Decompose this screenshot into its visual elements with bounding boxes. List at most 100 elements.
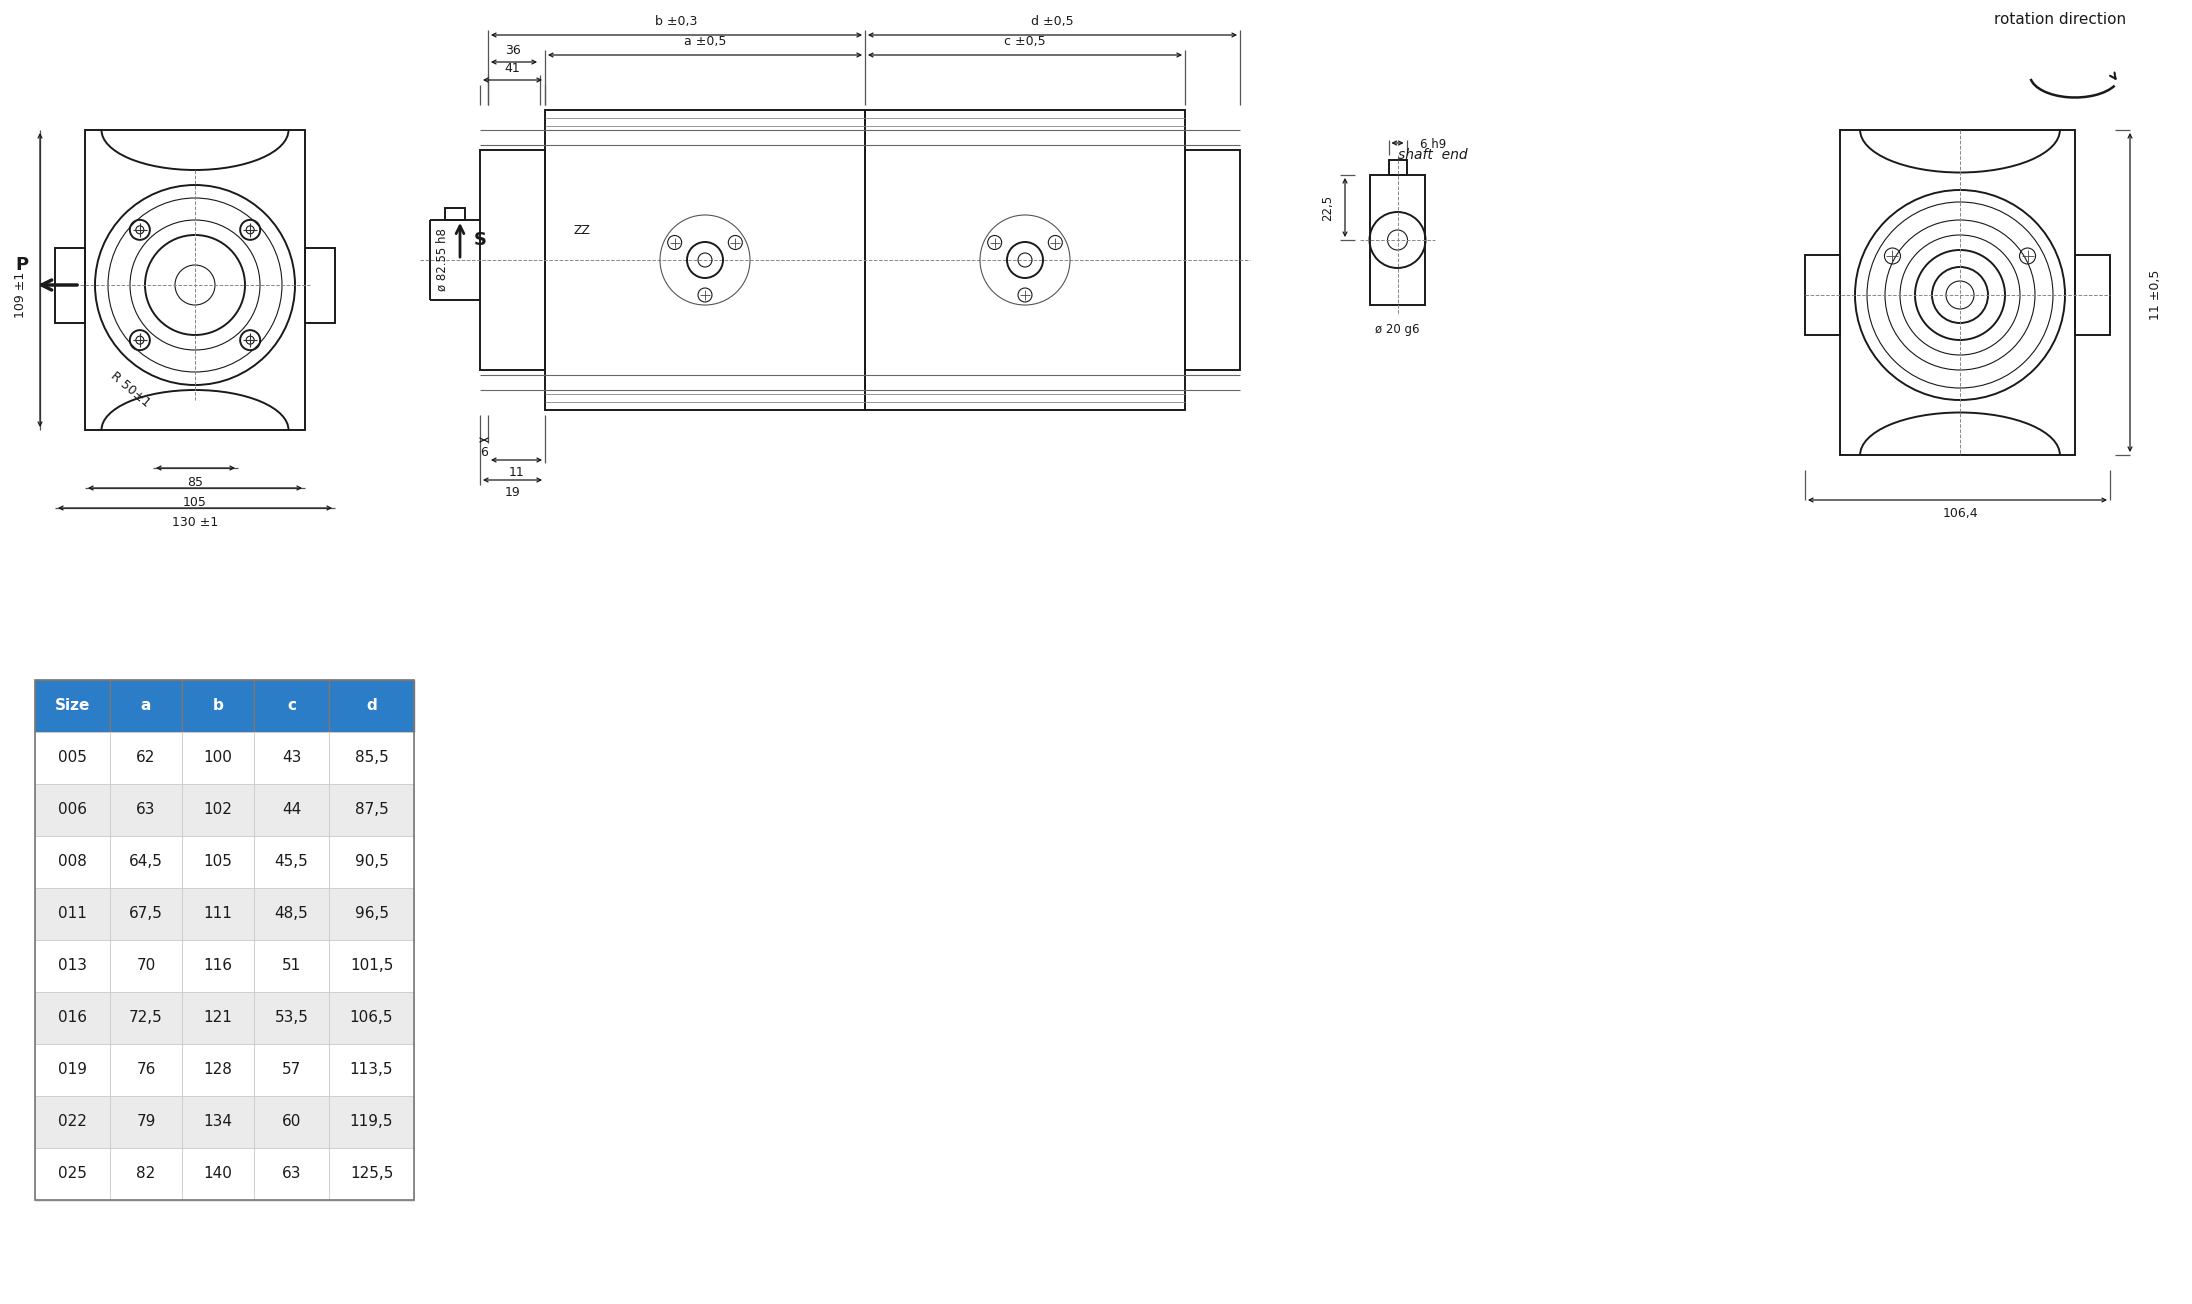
Bar: [1839, 130, 2076, 455]
Text: R 50±1: R 50±1: [107, 370, 151, 411]
Bar: [329, 836, 414, 888]
Text: a: a: [140, 699, 151, 713]
Text: 100: 100: [204, 751, 232, 765]
Bar: [110, 940, 182, 992]
Bar: [110, 836, 182, 888]
Bar: [35, 732, 110, 784]
Text: 109 ±1: 109 ±1: [13, 271, 26, 318]
Bar: [35, 940, 110, 992]
Bar: [1370, 175, 1425, 305]
Text: rotation direction: rotation direction: [1995, 13, 2126, 27]
Bar: [254, 836, 329, 888]
Text: 025: 025: [57, 1167, 88, 1181]
Text: 82: 82: [136, 1167, 156, 1181]
Bar: [35, 784, 110, 836]
Text: 44: 44: [283, 802, 300, 818]
Bar: [182, 1148, 254, 1200]
Bar: [254, 1045, 329, 1095]
Bar: [35, 992, 110, 1045]
Text: 53,5: 53,5: [274, 1011, 309, 1025]
Bar: [110, 732, 182, 784]
Bar: [35, 888, 110, 940]
Bar: [1186, 150, 1241, 370]
Bar: [254, 1148, 329, 1200]
Bar: [254, 784, 329, 836]
Text: 019: 019: [57, 1063, 88, 1077]
Text: 106,4: 106,4: [1942, 507, 1977, 520]
Text: Size: Size: [55, 699, 90, 713]
Text: d ±0,5: d ±0,5: [1030, 16, 1074, 29]
Text: 102: 102: [204, 802, 232, 818]
Text: 022: 022: [57, 1115, 88, 1129]
Text: 70: 70: [136, 958, 156, 974]
Bar: [329, 1045, 414, 1095]
Text: 48,5: 48,5: [274, 906, 309, 922]
Bar: [254, 1095, 329, 1148]
Bar: [546, 110, 866, 409]
Text: b ±0,3: b ±0,3: [655, 16, 697, 29]
Text: 43: 43: [283, 751, 300, 765]
Bar: [329, 992, 414, 1045]
Text: 113,5: 113,5: [351, 1063, 392, 1077]
Text: 90,5: 90,5: [355, 854, 388, 870]
Bar: [182, 732, 254, 784]
Text: 85,5: 85,5: [355, 751, 388, 765]
Bar: [254, 888, 329, 940]
Bar: [35, 836, 110, 888]
Text: 96,5: 96,5: [355, 906, 388, 922]
Text: 63: 63: [283, 1167, 300, 1181]
Text: ø 82.55 h8: ø 82.55 h8: [436, 228, 449, 291]
Text: ø 20 g6: ø 20 g6: [1374, 323, 1420, 336]
Text: 134: 134: [204, 1115, 232, 1129]
Text: 62: 62: [136, 751, 156, 765]
Bar: [254, 940, 329, 992]
Text: 016: 016: [57, 1011, 88, 1025]
Text: 119,5: 119,5: [351, 1115, 392, 1129]
Bar: [182, 679, 254, 732]
Text: 51: 51: [283, 958, 300, 974]
Text: 006: 006: [57, 802, 88, 818]
Text: 105: 105: [184, 496, 206, 509]
Text: 11: 11: [509, 467, 524, 480]
Text: 64,5: 64,5: [129, 854, 162, 870]
Bar: [35, 679, 110, 732]
Bar: [110, 1045, 182, 1095]
Bar: [480, 150, 546, 370]
Text: 105: 105: [204, 854, 232, 870]
Bar: [1388, 160, 1407, 175]
Text: 19: 19: [504, 486, 520, 499]
Text: c ±0,5: c ±0,5: [1004, 35, 1046, 48]
Text: a ±0,5: a ±0,5: [684, 35, 726, 48]
Text: 85: 85: [186, 476, 204, 489]
Bar: [182, 940, 254, 992]
Bar: [329, 940, 414, 992]
Bar: [182, 1045, 254, 1095]
Bar: [329, 679, 414, 732]
Text: 63: 63: [136, 802, 156, 818]
Bar: [110, 1095, 182, 1148]
Text: 6 h9: 6 h9: [1420, 138, 1447, 151]
Bar: [85, 130, 305, 430]
Bar: [35, 679, 414, 1200]
Text: 140: 140: [204, 1167, 232, 1181]
Bar: [182, 992, 254, 1045]
Text: 36: 36: [504, 43, 520, 56]
Text: 87,5: 87,5: [355, 802, 388, 818]
Text: 11 ±0,5: 11 ±0,5: [2148, 270, 2161, 321]
Text: c: c: [287, 699, 296, 713]
Text: ZZ: ZZ: [572, 223, 590, 236]
Text: 6: 6: [480, 446, 489, 459]
Text: 41: 41: [504, 61, 520, 74]
Bar: [866, 110, 1186, 409]
Text: 130 ±1: 130 ±1: [171, 515, 219, 528]
Text: d: d: [366, 699, 377, 713]
Bar: [182, 1095, 254, 1148]
Text: 101,5: 101,5: [351, 958, 392, 974]
Text: 76: 76: [136, 1063, 156, 1077]
Bar: [329, 1095, 414, 1148]
Bar: [329, 784, 414, 836]
Text: 121: 121: [204, 1011, 232, 1025]
Bar: [329, 732, 414, 784]
Bar: [329, 888, 414, 940]
Text: 79: 79: [136, 1115, 156, 1129]
